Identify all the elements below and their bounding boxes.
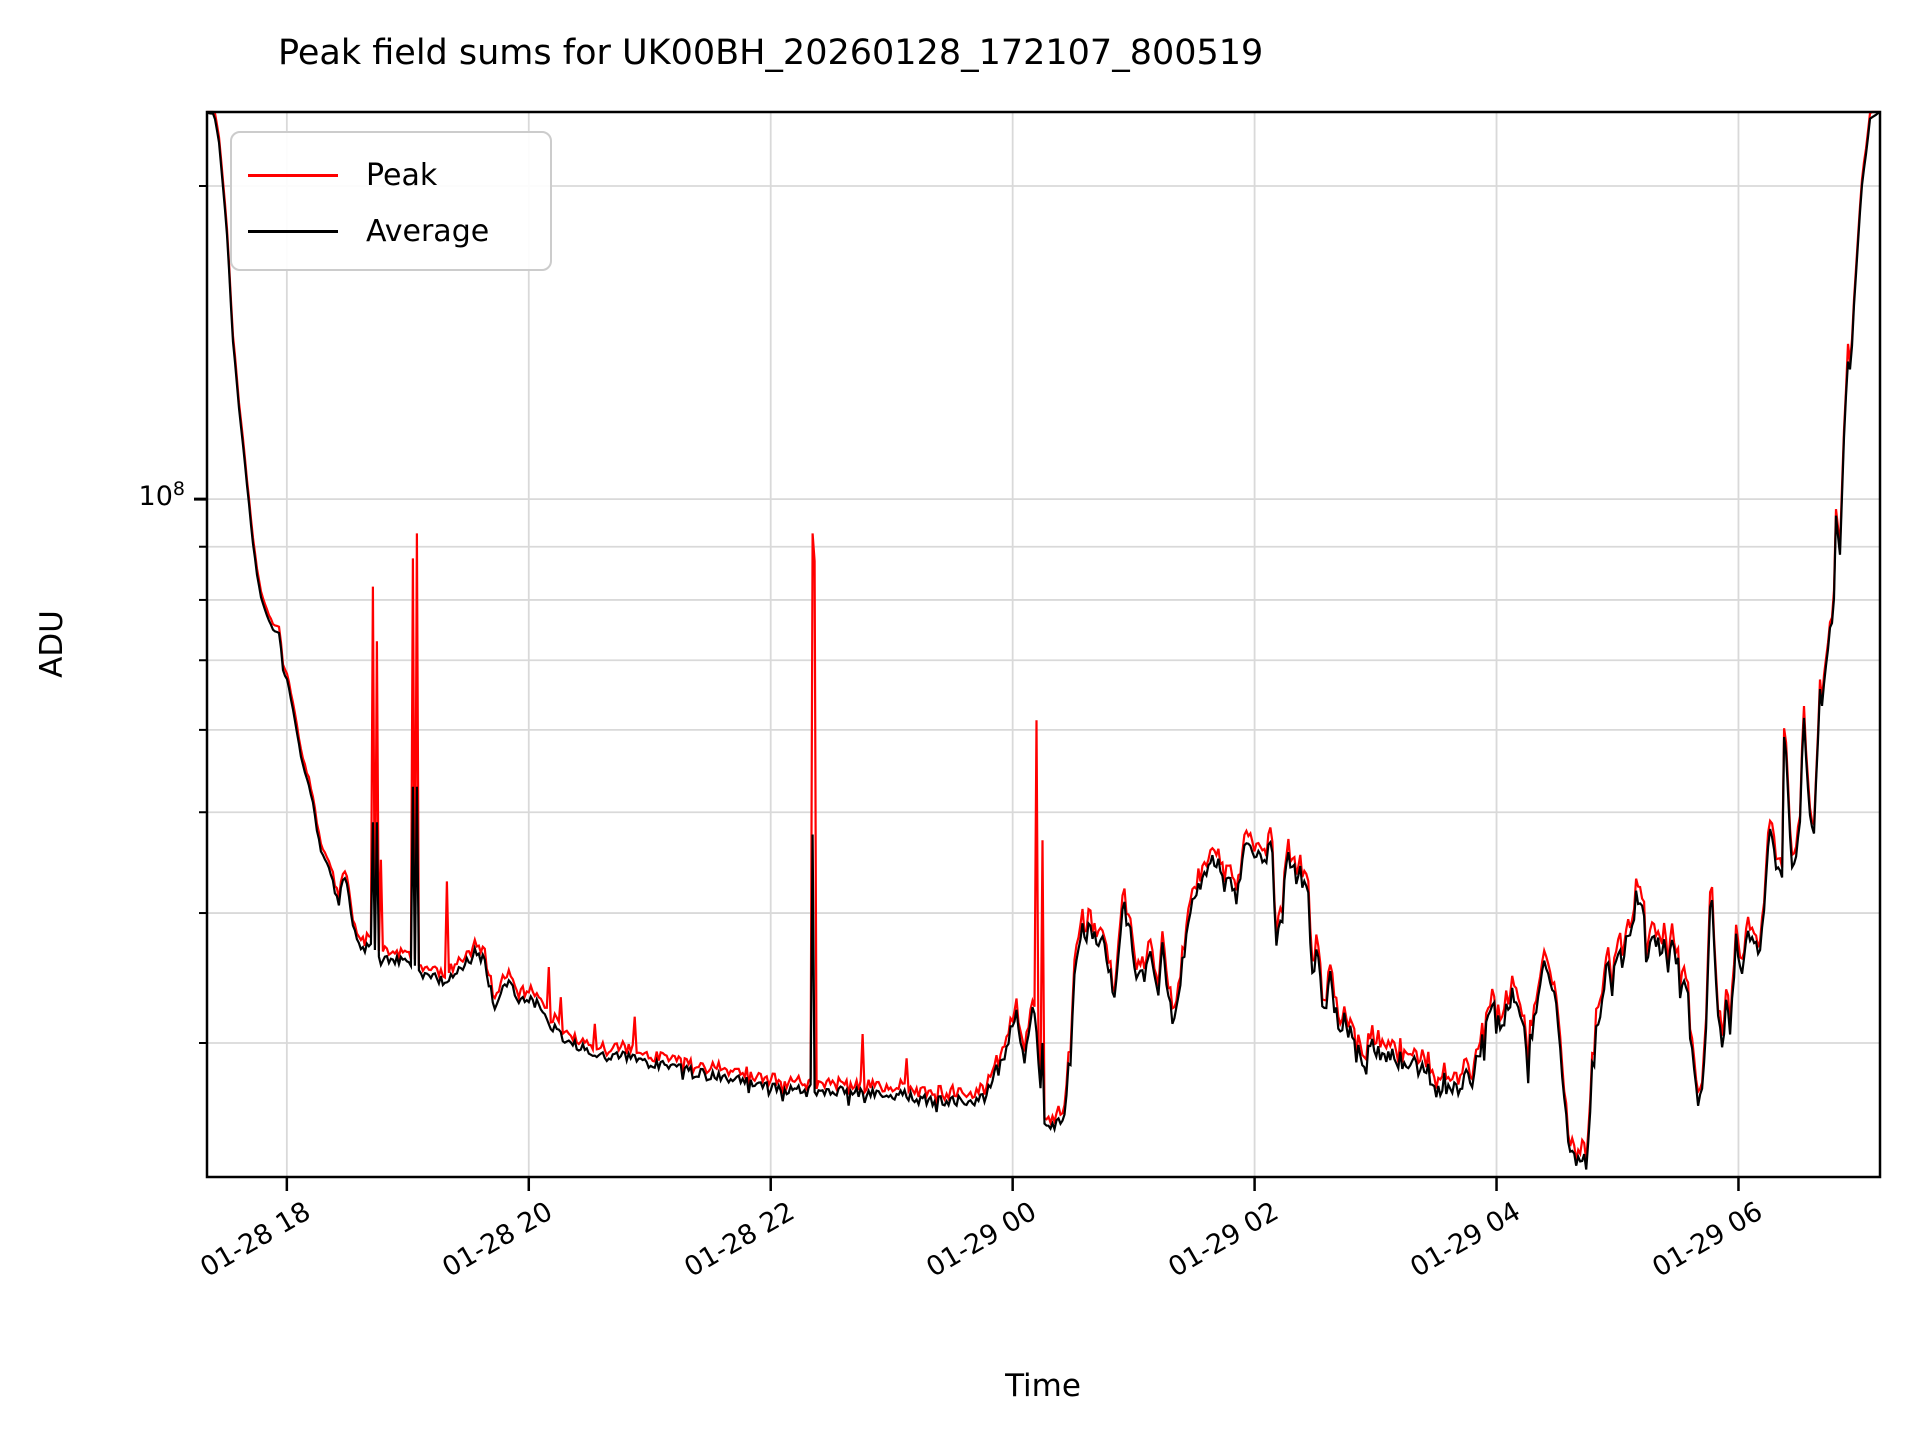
axis-tick-marks [194,185,1740,1191]
legend-item-average: Average [248,203,550,259]
data-series [206,110,1881,1170]
grid-lines [207,112,1880,1177]
y-major-tick-base: 10 [138,481,173,512]
legend-peak-label: Peak [366,157,438,193]
y-major-tick-exponent: 8 [172,478,185,500]
peak-series-line [207,110,1880,1161]
y-axis-label: ADU [34,610,70,678]
legend-peak-line-swatch [248,173,338,177]
y-major-tick-label: 108 [95,478,185,512]
legend-average-line-swatch [248,229,338,233]
x-axis-label: Time [1005,1368,1081,1404]
legend: Peak Average [230,131,552,271]
axes-spines [205,110,1882,1179]
legend-average-label: Average [366,213,490,249]
chart-title: Peak field sums for UK00BH_20260128_1721… [278,33,1264,73]
legend-item-peak: Peak [248,147,550,203]
average-series-line [206,111,1881,1170]
